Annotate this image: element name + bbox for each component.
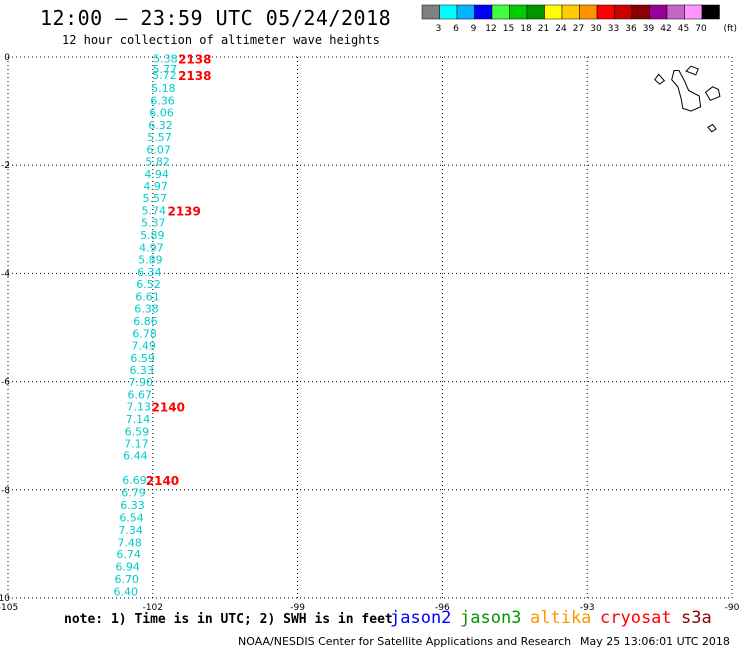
legend-label: 15: [503, 24, 514, 34]
swh-label: 6.69: [122, 474, 147, 487]
swh-label: 4.97: [139, 241, 164, 254]
lon-tick-label: -90: [725, 603, 740, 613]
swh-label: 5.57: [142, 192, 167, 205]
legend-label: 39: [643, 24, 655, 34]
legend-unit-label: (ft): [723, 24, 737, 34]
lat-tick-label: -10: [0, 594, 10, 604]
land-outline: [685, 65, 699, 76]
footer-timestamp: May 25 13:06:01 UTC 2018: [580, 635, 730, 648]
legend-label: 12: [485, 24, 496, 34]
legend-label: 3: [436, 24, 442, 34]
swh-label: 6.94: [115, 561, 140, 574]
swh-label: 5.37: [141, 217, 166, 230]
time-label: 2140: [152, 400, 185, 414]
swh-label: 5.18: [151, 82, 176, 95]
lat-tick-label: -6: [1, 378, 10, 388]
swh-label: 6.38: [134, 303, 159, 316]
swh-label: 5.89: [138, 253, 163, 266]
swh-label: 6.59: [125, 425, 150, 438]
swh-label: 6.59: [130, 352, 155, 365]
swh-label: 6.40: [114, 586, 139, 599]
lon-tick-label: -96: [435, 603, 450, 613]
legend-label: 36: [625, 24, 637, 34]
legend-label: 30: [590, 24, 602, 34]
swh-label: 6.07: [146, 144, 171, 157]
page-title: 12:00 — 23:59 UTC 05/24/2018: [40, 6, 392, 30]
swh-label: 5.89: [140, 229, 165, 242]
lat-tick-label: -2: [1, 161, 10, 171]
swh-label: 5.57: [147, 131, 172, 144]
land-outline: [704, 86, 721, 101]
lat-tick-label: -4: [1, 269, 10, 279]
swh-label: 5.72: [152, 69, 177, 82]
swh-label: 7.17: [124, 437, 149, 450]
lon-tick-label: -93: [580, 603, 595, 613]
swh-label: 7.34: [118, 524, 143, 537]
legend-label: 6: [453, 24, 459, 34]
wave-height-map: 0 -2 -4 -6 -8 -10-105 -102 -99 -96 -93 -90 5.385.77…: [0, 53, 740, 613]
swh-label: 5.77: [153, 63, 178, 76]
legend-label: 27: [573, 24, 584, 34]
swh-label: 6.32: [148, 119, 173, 132]
swh-label: 7.90: [128, 376, 153, 389]
swh-label: 7.13: [127, 400, 152, 413]
swh-label: 7.48: [117, 536, 142, 549]
swh-label: 6.34: [137, 266, 162, 279]
swh-label: 6.61: [135, 291, 160, 304]
swh-label: 5.74: [142, 205, 167, 218]
color-legend: 3 6 9 12 15 18 21 24 27 30 33 36 39 42 45 70 (ft): [421, 4, 737, 34]
land-outline: [707, 123, 717, 133]
swh-label: 6.33: [129, 364, 154, 377]
swh-label: 6.52: [136, 278, 161, 291]
lat-tick-label: 0: [4, 53, 10, 63]
swh-label: 4.97: [143, 180, 168, 193]
satellite-label-cryosat: cryosat: [600, 608, 672, 628]
time-label: 2139: [167, 205, 200, 219]
land-outline: [671, 70, 702, 112]
legend-label: 9: [471, 24, 477, 34]
footer-credit: NOAA/NESDIS Center for Satellite Applica…: [238, 635, 572, 648]
swh-label: 4.94: [144, 168, 169, 181]
swh-label: 6.79: [121, 487, 146, 500]
legend-label: 45: [678, 24, 689, 34]
satellite-label-jason3: jason3: [460, 608, 522, 628]
swh-label: 6.74: [116, 548, 141, 561]
land-outline: [654, 73, 666, 85]
swh-label: 7.49: [131, 339, 156, 352]
legend-swatch: [701, 4, 720, 20]
time-label: 2138: [178, 69, 211, 83]
legend-label: 33: [608, 24, 619, 34]
lon-tick-label: -105: [0, 603, 18, 613]
satellite-label-s3a: s3a: [681, 608, 712, 628]
satellite-label-altika: altika: [530, 608, 592, 628]
legend-label: 70: [695, 24, 707, 34]
swh-label: 5.38: [153, 53, 178, 66]
swh-label: 6.06: [149, 107, 174, 120]
satellite-label-jason2: jason2: [390, 608, 452, 628]
swh-label: 5.82: [145, 155, 170, 168]
legend-label: 21: [538, 24, 549, 34]
time-label: 2140: [146, 474, 179, 488]
swh-label: 6.67: [128, 389, 153, 402]
swh-label: 6.33: [120, 499, 145, 512]
legend-label: 24: [555, 24, 567, 34]
lon-tick-label: -102: [143, 603, 163, 613]
legend-label: 42: [660, 24, 671, 34]
time-label: 2138: [178, 53, 211, 67]
swh-label: 7.14: [126, 413, 151, 426]
swh-label: 6.78: [132, 327, 157, 340]
page-subtitle: 12 hour collection of altimeter wave hei…: [62, 33, 380, 47]
swh-label: 6.86: [133, 315, 158, 328]
lat-tick-label: -8: [1, 486, 10, 496]
lon-tick-label: -99: [290, 603, 305, 613]
swh-label: 6.54: [119, 511, 144, 524]
swh-label: 6.36: [150, 94, 175, 107]
swh-label: 6.70: [114, 573, 139, 586]
footer-note: note: 1) Time is in UTC; 2) SWH is in fe…: [64, 612, 393, 627]
legend-label: 18: [520, 24, 532, 34]
swh-label: 6.44: [123, 450, 148, 463]
